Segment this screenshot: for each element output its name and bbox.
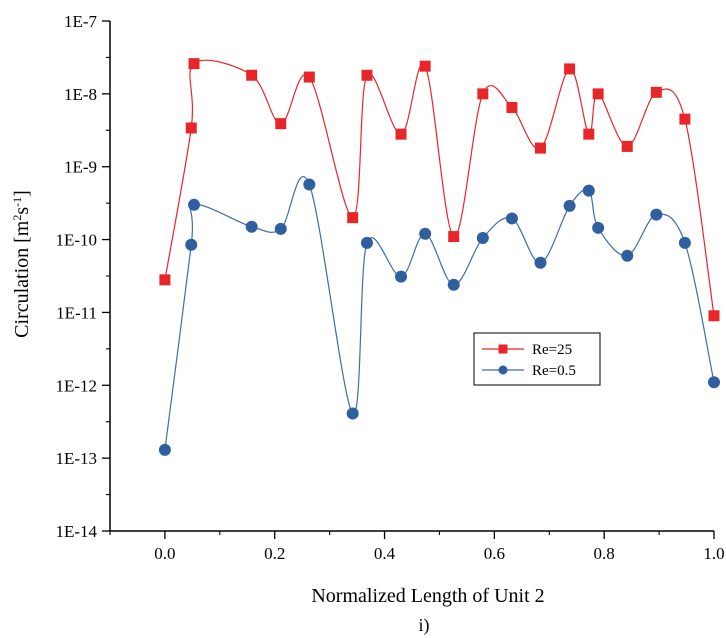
x-tick-label: 0.4 bbox=[374, 544, 396, 563]
legend-box bbox=[473, 332, 601, 386]
data-point-square bbox=[361, 69, 373, 81]
data-point-circle bbox=[505, 212, 518, 225]
data-point-circle bbox=[346, 407, 359, 420]
y-axis-title-sup1: 2 bbox=[10, 215, 24, 221]
data-point-circle bbox=[185, 238, 198, 251]
data-point-square bbox=[188, 58, 200, 70]
data-point-square bbox=[477, 88, 489, 100]
legend-marker-square bbox=[498, 344, 508, 354]
data-point-circle bbox=[360, 236, 373, 249]
y-tick-label: 1E-9 bbox=[64, 158, 97, 177]
data-point-square bbox=[583, 128, 595, 140]
data-point-square bbox=[448, 231, 460, 243]
data-point-square bbox=[592, 88, 604, 100]
chart-caption: i) bbox=[419, 615, 430, 636]
y-tick-label: 1E-10 bbox=[55, 231, 97, 250]
y-axis-title: Circulation [m2s-1] bbox=[10, 190, 33, 338]
data-point-circle bbox=[563, 199, 576, 212]
legend-item: Re=0.5 bbox=[482, 363, 576, 379]
x-tick-label: 0.0 bbox=[154, 544, 175, 563]
y-axis-title-main: Circulation [m bbox=[11, 220, 33, 338]
legend-label: Re=0.5 bbox=[532, 363, 576, 379]
axes: 1E-14 1E-13 1E-12 1E-11 1E-10 1E-9 1E-8 1E-7 0.0… bbox=[55, 12, 724, 563]
data-point-circle bbox=[395, 270, 408, 283]
data-point-square bbox=[679, 113, 691, 125]
y-tick-label: 1E-8 bbox=[64, 85, 97, 104]
data-point-circle bbox=[582, 184, 595, 197]
x-tick-label: 0.8 bbox=[594, 544, 615, 563]
series-re05 bbox=[158, 175, 720, 456]
series-re25 bbox=[159, 58, 720, 322]
data-point-circle bbox=[274, 222, 287, 235]
data-point-circle bbox=[476, 232, 489, 245]
data-point-square bbox=[159, 274, 171, 286]
x-tick-label: 1.0 bbox=[703, 544, 724, 563]
data-point-square bbox=[650, 86, 662, 98]
y-tick-label: 1E-14 bbox=[55, 522, 97, 541]
data-point-circle bbox=[592, 221, 605, 234]
data-point-circle bbox=[188, 198, 201, 211]
data-point-circle bbox=[534, 256, 547, 269]
data-point-circle bbox=[678, 236, 691, 249]
data-point-circle bbox=[158, 443, 171, 456]
y-axis-title-mid: s bbox=[11, 207, 33, 215]
data-point-circle bbox=[621, 249, 634, 262]
data-point-square bbox=[419, 60, 431, 72]
series-line bbox=[164, 59, 715, 316]
data-point-square bbox=[534, 142, 546, 154]
legend-item: Re=25 bbox=[482, 342, 572, 358]
data-point-circle bbox=[303, 178, 316, 191]
y-tick-label: 1E-7 bbox=[64, 12, 98, 31]
data-point-square bbox=[506, 101, 518, 113]
series-line bbox=[164, 175, 715, 450]
data-point-square bbox=[275, 118, 287, 130]
x-tick-label: 0.2 bbox=[264, 544, 285, 563]
x-tick-label: 0.6 bbox=[484, 544, 505, 563]
data-point-circle bbox=[650, 208, 663, 221]
data-point-square bbox=[185, 122, 197, 134]
data-point-square bbox=[564, 63, 576, 75]
data-point-circle bbox=[419, 227, 432, 240]
y-axis-title-end: ] bbox=[11, 190, 33, 197]
data-point-square bbox=[621, 140, 633, 152]
y-tick-label: 1E-13 bbox=[55, 449, 97, 468]
data-point-circle bbox=[447, 278, 460, 291]
legend-label: Re=25 bbox=[532, 342, 572, 358]
legend: Re=25 Re=0.5 bbox=[473, 332, 601, 386]
data-point-circle bbox=[245, 220, 258, 233]
series-layer bbox=[158, 58, 720, 456]
legend-marker-circle bbox=[498, 365, 508, 375]
y-tick-label: 1E-12 bbox=[55, 376, 97, 395]
data-point-square bbox=[347, 212, 359, 224]
data-point-square bbox=[395, 128, 407, 140]
x-axis-title: Normalized Length of Unit 2 bbox=[311, 585, 544, 607]
data-point-circle bbox=[708, 376, 720, 389]
data-point-square bbox=[246, 69, 258, 81]
y-axis-title-sup2: -1 bbox=[10, 197, 24, 207]
data-point-square bbox=[303, 71, 315, 83]
data-point-square bbox=[708, 310, 720, 322]
y-tick-label: 1E-11 bbox=[56, 303, 97, 322]
